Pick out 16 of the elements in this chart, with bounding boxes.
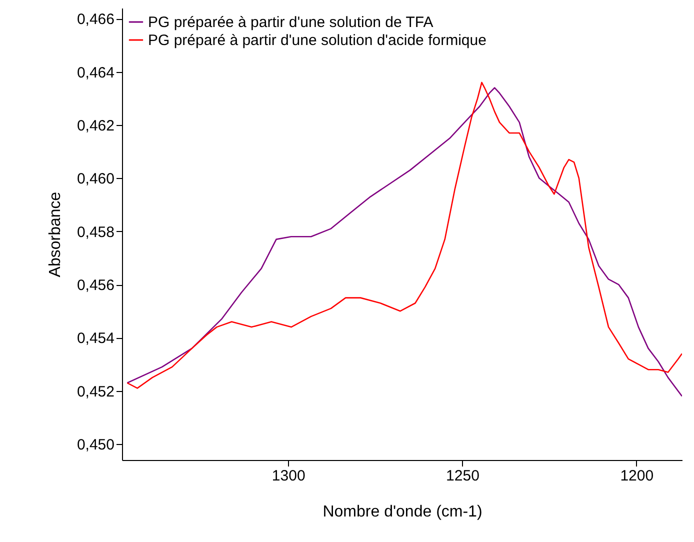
y-tick-label: 0,458 [76, 224, 114, 241]
y-axis-title: Absorbance [46, 192, 64, 278]
y-tick-label: 0,456 [76, 277, 114, 294]
y-tick-label: 0,460 [76, 170, 114, 188]
y-tick-label: 0,450 [76, 436, 114, 454]
x-tick-label: 1200 [620, 468, 654, 484]
x-axis-title: Nombre d'onde (cm-1) [322, 504, 482, 520]
y-tick-label: 0,452 [76, 383, 114, 400]
legend-label: PG préparé à partir d'une solution d'acide formique [148, 32, 486, 49]
x-tick-label: 1250 [446, 468, 480, 484]
y-tick-label: 0,462 [76, 117, 114, 134]
x-tick-label: 1300 [272, 468, 306, 484]
legend-label: PG préparée à partir d'une solution de TFA [148, 14, 434, 31]
y-tick-label: 0,466 [76, 11, 114, 28]
y-tick-label: 0,454 [76, 330, 114, 348]
y-tick-label: 0,464 [76, 64, 114, 82]
